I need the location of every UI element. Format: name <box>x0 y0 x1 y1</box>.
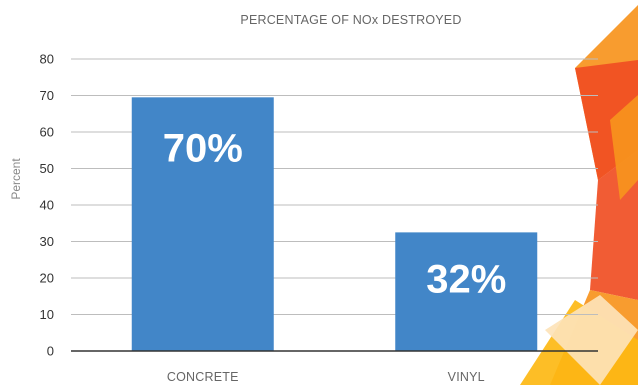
x-category-label-vinyl: VINYL <box>448 370 485 384</box>
data-label-vinyl: 32% <box>426 257 506 301</box>
bar-concrete <box>131 97 274 351</box>
bars <box>131 97 538 351</box>
y-tick-label-10: 10 <box>40 307 54 322</box>
y-tick-label-80: 80 <box>40 52 54 67</box>
y-axis-title: Percent <box>9 158 23 200</box>
y-tick-label-50: 50 <box>40 161 54 176</box>
decorative-shard-5 <box>545 295 638 385</box>
y-tick-label-30: 30 <box>40 234 54 249</box>
y-tick-label-70: 70 <box>40 88 54 103</box>
decorative-shard-6 <box>610 95 638 200</box>
y-tick-label-0: 0 <box>47 344 54 359</box>
y-tick-label-60: 60 <box>40 125 54 140</box>
y-axis-ticks: 0 10 20 30 40 50 60 70 80 <box>40 52 54 359</box>
bar-vinyl <box>395 232 538 351</box>
decorative-polygon-graphic <box>520 5 638 385</box>
y-tick-label-20: 20 <box>40 271 54 286</box>
x-category-label-concrete: CONCRETE <box>167 370 239 384</box>
y-tick-label-40: 40 <box>40 198 54 213</box>
x-axis-categories: CONCRETE VINYL <box>167 370 485 384</box>
data-label-concrete: 70% <box>163 126 243 170</box>
data-labels: 70% 32% <box>163 126 507 301</box>
chart-title: PERCENTAGE OF NOx DESTROYED <box>240 13 461 27</box>
